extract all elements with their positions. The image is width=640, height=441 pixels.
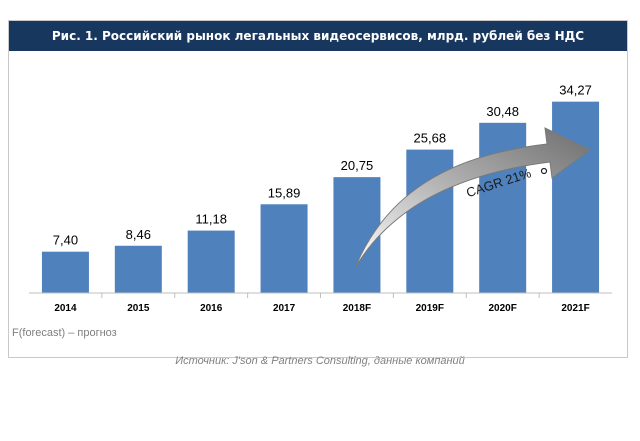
value-label-2016: 11,18	[195, 212, 227, 227]
bar-2014	[41, 251, 89, 293]
value-label-2017: 15,89	[268, 185, 301, 200]
value-label-2020F: 30,48	[486, 104, 519, 119]
value-label-2014: 7,40	[53, 233, 78, 248]
bar-2016	[187, 230, 235, 293]
value-label-2019F: 25,68	[414, 131, 447, 146]
tick-label-2016: 2016	[200, 303, 223, 314]
bar-2015	[114, 245, 162, 293]
tick-label-2019F: 2019F	[416, 303, 444, 314]
tick-label-2017: 2017	[273, 303, 296, 314]
value-label-2018F: 20,75	[341, 158, 374, 173]
cagr-dot	[540, 167, 548, 175]
footnote: F(forecast) – прогноз	[12, 327, 117, 339]
bar-2021F	[552, 101, 600, 293]
tick-label-2014: 2014	[54, 303, 77, 314]
value-label-2015: 8,46	[126, 227, 151, 242]
tick-label-2015: 2015	[127, 303, 150, 314]
bar-2017	[260, 204, 308, 293]
source-note: Источник: J'son & Partners Consulting, д…	[175, 355, 465, 367]
chart-title: Рис. 1. Российский рынок легальных видео…	[9, 21, 627, 51]
tick-label-2018F: 2018F	[343, 303, 371, 314]
value-label-2021F: 34,27	[559, 83, 592, 98]
tick-label-2020F: 2020F	[489, 303, 517, 314]
tick-label-2021F: 2021F	[561, 303, 589, 314]
